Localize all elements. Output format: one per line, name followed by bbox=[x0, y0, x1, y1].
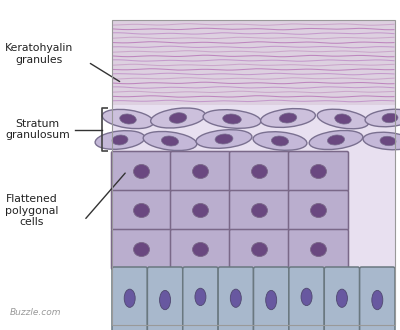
Text: Stratum
granulosum: Stratum granulosum bbox=[5, 119, 70, 140]
Ellipse shape bbox=[252, 204, 268, 217]
Ellipse shape bbox=[271, 136, 289, 146]
Ellipse shape bbox=[124, 289, 135, 307]
Ellipse shape bbox=[143, 131, 197, 150]
Ellipse shape bbox=[301, 288, 312, 306]
FancyBboxPatch shape bbox=[170, 190, 230, 230]
Ellipse shape bbox=[151, 108, 205, 128]
Ellipse shape bbox=[223, 114, 241, 124]
FancyBboxPatch shape bbox=[289, 267, 324, 330]
FancyBboxPatch shape bbox=[288, 229, 348, 270]
Ellipse shape bbox=[328, 135, 344, 145]
Ellipse shape bbox=[112, 135, 128, 145]
FancyBboxPatch shape bbox=[324, 267, 360, 330]
FancyBboxPatch shape bbox=[218, 267, 254, 330]
FancyBboxPatch shape bbox=[254, 267, 289, 330]
Ellipse shape bbox=[196, 130, 252, 148]
Ellipse shape bbox=[192, 204, 208, 217]
Ellipse shape bbox=[203, 110, 261, 128]
Ellipse shape bbox=[336, 289, 348, 307]
FancyBboxPatch shape bbox=[288, 151, 348, 191]
Ellipse shape bbox=[215, 134, 233, 144]
Ellipse shape bbox=[253, 132, 307, 150]
Ellipse shape bbox=[134, 243, 150, 256]
Text: Buzzle.com: Buzzle.com bbox=[10, 308, 62, 317]
Ellipse shape bbox=[279, 113, 297, 123]
FancyBboxPatch shape bbox=[147, 267, 183, 330]
Ellipse shape bbox=[120, 114, 136, 124]
Ellipse shape bbox=[102, 109, 154, 129]
FancyBboxPatch shape bbox=[112, 151, 172, 191]
FancyBboxPatch shape bbox=[112, 267, 147, 330]
Ellipse shape bbox=[252, 164, 268, 179]
FancyBboxPatch shape bbox=[360, 267, 395, 330]
Ellipse shape bbox=[309, 130, 363, 149]
FancyBboxPatch shape bbox=[170, 229, 230, 270]
Bar bbox=[112, 325, 395, 330]
Ellipse shape bbox=[169, 113, 187, 123]
Ellipse shape bbox=[192, 243, 208, 256]
FancyBboxPatch shape bbox=[183, 267, 218, 330]
Ellipse shape bbox=[261, 109, 315, 127]
Bar bbox=[112, 20, 395, 325]
Text: Keratohyalin
granules: Keratohyalin granules bbox=[5, 43, 73, 65]
Ellipse shape bbox=[266, 290, 277, 310]
FancyBboxPatch shape bbox=[230, 229, 290, 270]
Ellipse shape bbox=[192, 164, 208, 179]
Text: Flattened
polygonal
cells: Flattened polygonal cells bbox=[5, 194, 58, 227]
FancyBboxPatch shape bbox=[230, 190, 290, 230]
Ellipse shape bbox=[95, 131, 145, 149]
Bar bbox=[112, 20, 395, 325]
Ellipse shape bbox=[230, 289, 241, 307]
Ellipse shape bbox=[380, 136, 396, 146]
Ellipse shape bbox=[160, 290, 170, 310]
Ellipse shape bbox=[252, 243, 268, 256]
FancyBboxPatch shape bbox=[170, 151, 230, 191]
Ellipse shape bbox=[162, 136, 178, 146]
Ellipse shape bbox=[335, 114, 351, 124]
Ellipse shape bbox=[365, 109, 400, 127]
Ellipse shape bbox=[195, 288, 206, 306]
FancyBboxPatch shape bbox=[288, 190, 348, 230]
Ellipse shape bbox=[134, 164, 150, 179]
Ellipse shape bbox=[310, 164, 326, 179]
Ellipse shape bbox=[317, 109, 369, 129]
Ellipse shape bbox=[363, 132, 400, 150]
Ellipse shape bbox=[382, 113, 398, 123]
FancyBboxPatch shape bbox=[230, 151, 290, 191]
FancyBboxPatch shape bbox=[112, 190, 172, 230]
FancyBboxPatch shape bbox=[112, 229, 172, 270]
Ellipse shape bbox=[310, 204, 326, 217]
Ellipse shape bbox=[310, 243, 326, 256]
Ellipse shape bbox=[134, 204, 150, 217]
Ellipse shape bbox=[372, 290, 383, 310]
Bar bbox=[112, 20, 395, 105]
